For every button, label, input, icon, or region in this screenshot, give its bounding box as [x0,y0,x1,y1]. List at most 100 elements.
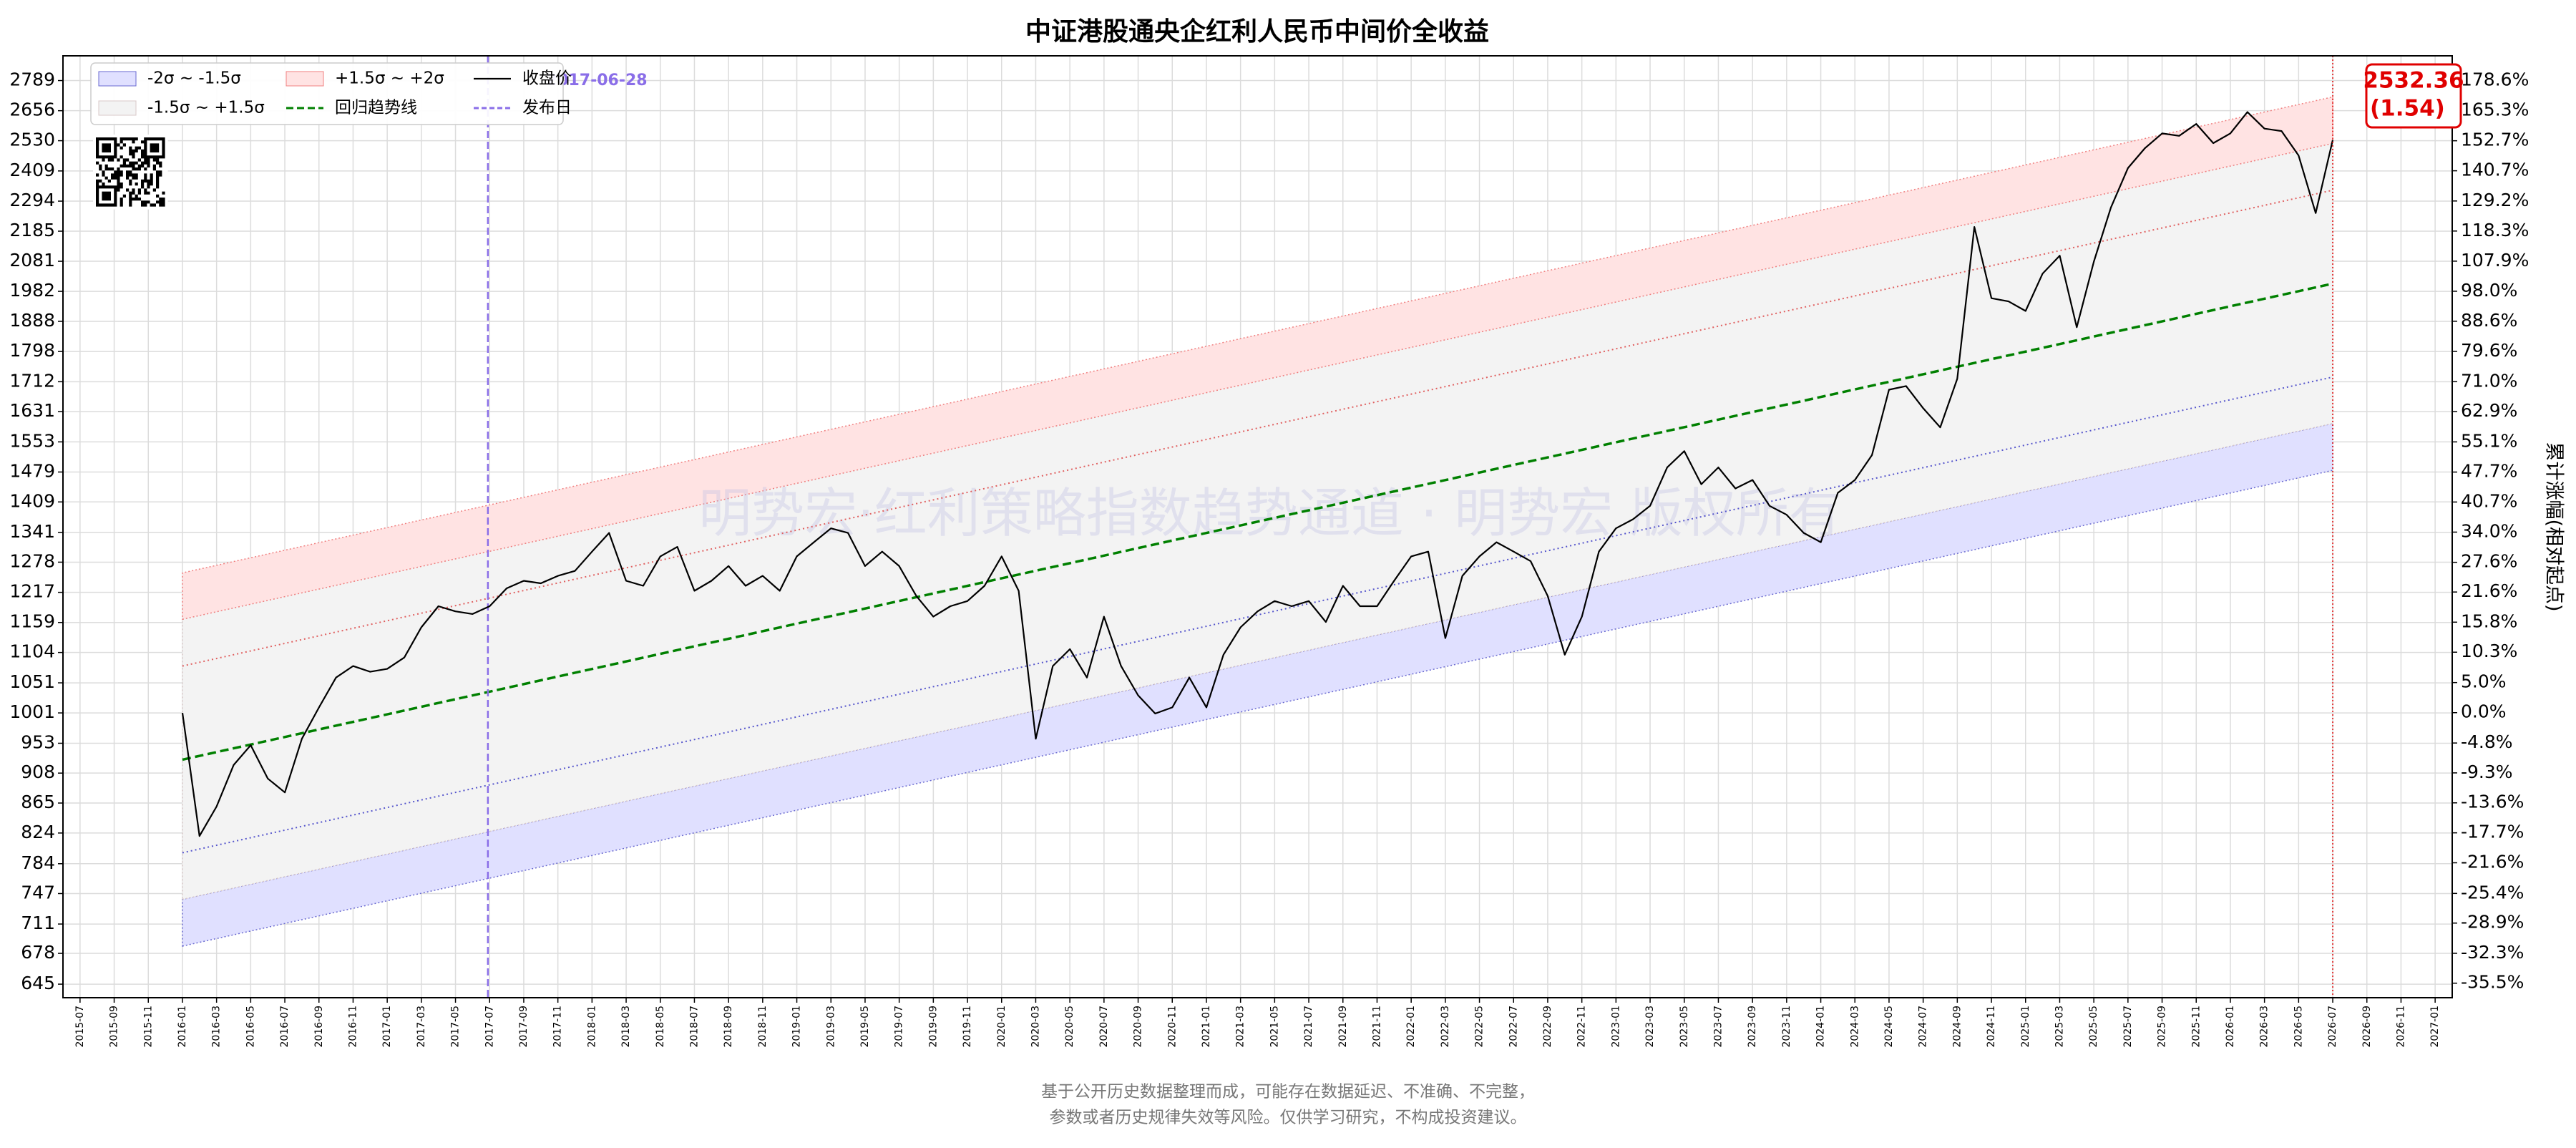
x-tick-label: 2023-09 [1747,1006,1758,1048]
y2-tick-label: -21.6% [2461,851,2524,872]
chart-title: 中证港股通央企红利人民币中间价全收益 [1025,16,1489,47]
x-tick-label: 2023-05 [1679,1006,1690,1048]
x-tick-label: 2021-11 [1371,1006,1382,1048]
x-tick-label: 2018-05 [655,1006,666,1048]
y-tick-label: 645 [21,973,55,993]
y-tick-label: 1104 [9,641,55,662]
legend-label: +1.5σ ~ +2σ [335,69,444,88]
legend-box [90,62,564,125]
y-tick-label: 1553 [9,430,55,451]
x-tick-label: 2022-05 [1474,1006,1485,1048]
x-tick-label: 2016-09 [313,1006,325,1048]
y-tick-label: 908 [21,762,55,782]
x-tick-label: 2022-11 [1576,1006,1588,1048]
x-tick-label: 2022-07 [1508,1006,1519,1048]
y-tick-label: 2789 [9,69,55,90]
legend-label: -2σ ~ -1.5σ [147,69,241,88]
last-value-box [2365,63,2462,129]
y2-tick-label: -13.6% [2461,792,2524,812]
x-tick-label: 2019-11 [962,1006,973,1048]
x-tick-label: 2021-03 [1235,1006,1246,1048]
y2-tick-label: -28.9% [2461,912,2524,933]
x-tick-label: 2026-07 [2327,1006,2338,1048]
legend-label: -1.5σ ~ +1.5σ [147,99,265,117]
y2-tick-label: 178.6% [2461,69,2529,90]
y2-tick-label: 27.6% [2461,551,2517,572]
x-tick-label: 2025-05 [2088,1006,2099,1048]
y2-tick-label: 152.7% [2461,130,2529,150]
y2-tick-label: 0.0% [2461,701,2507,722]
x-tick-label: 2018-01 [586,1006,597,1048]
y2-tick-label: -4.8% [2461,731,2513,752]
x-tick-label: 2026-01 [2225,1006,2236,1048]
y-tick-label: 1982 [9,280,55,301]
x-tick-label: 2024-05 [1883,1006,1895,1048]
y-tick-label: 1888 [9,310,55,331]
x-tick-label: 2021-07 [1303,1006,1314,1048]
x-tick-label: 2025-03 [2054,1006,2065,1048]
y-tick-label: 2409 [9,160,55,180]
legend-label: 收盘价 [522,69,572,88]
x-tick-label: 2020-05 [1064,1006,1075,1048]
y2-tick-label: 79.6% [2461,340,2517,361]
x-tick-label: 2016-05 [245,1006,256,1048]
x-tick-label: 2019-01 [791,1006,803,1048]
x-tick-label: 2016-03 [211,1006,223,1048]
last-sigma-label: (1.54) [2370,96,2445,122]
x-tick-label: 2023-01 [1610,1006,1621,1048]
y2-tick-label: -17.7% [2461,822,2524,842]
x-tick-label: 2017-11 [552,1006,564,1048]
footer-line: 基于公开历史数据整理而成，可能存在数据延迟、不准确、不完整， [1041,1083,1535,1101]
y-tick-label: 2185 [9,220,55,240]
x-tick-label: 2022-01 [1405,1006,1417,1048]
y-tick-label: 1341 [9,521,55,542]
y2-axis-label: 累计涨幅(相对起点) [2543,442,2565,611]
x-tick-label: 2017-01 [381,1006,393,1048]
y2-tick-label: 47.7% [2461,461,2517,482]
y-tick-label: 1479 [9,461,55,482]
y-tick-label: 1051 [9,671,55,692]
y2-tick-label: 165.3% [2461,99,2529,120]
y2-tick-label: 40.7% [2461,490,2517,511]
y2-tick-label: 15.8% [2461,611,2517,631]
x-tick-label: 2021-09 [1337,1006,1349,1048]
x-tick-label: 2024-11 [1986,1006,1997,1048]
x-tick-label: 2026-09 [2361,1006,2373,1048]
x-tick-label: 2024-09 [1951,1006,1963,1048]
x-tick-label: 2022-09 [1542,1006,1553,1048]
y-tick-label: 1409 [9,490,55,511]
y2-tick-label: 98.0% [2461,280,2517,301]
x-tick-label: 2019-03 [825,1006,836,1048]
x-tick-label: 2020-09 [1133,1006,1144,1048]
y2-tick-label: 62.9% [2461,400,2517,421]
x-tick-label: 2016-07 [279,1006,291,1048]
x-tick-label: 2022-03 [1440,1006,1451,1048]
y2-tick-label: 88.6% [2461,310,2517,331]
x-tick-label: 2024-01 [1815,1006,1827,1048]
y2-tick-label: 107.9% [2461,250,2529,271]
watermark: 明势宏·红利策略指数趋势通道 · 明势宏 版权所有 [698,483,1842,545]
y-tick-label: 1798 [9,340,55,361]
x-tick-label: 2026-03 [2259,1006,2270,1048]
x-tick-label: 2021-05 [1269,1006,1280,1048]
y-tick-label: 2656 [9,99,55,120]
legend-label: 回归趋势线 [335,99,417,117]
legend-swatch [98,71,137,87]
price-line [181,111,2334,837]
legend-swatch [286,71,324,87]
x-tick-label: 2025-11 [2190,1006,2202,1048]
x-tick-label: 2019-09 [927,1006,939,1048]
x-tick-label: 2017-09 [518,1006,530,1048]
y2-tick-label: 34.0% [2461,520,2517,541]
y-tick-label: 1712 [9,370,55,391]
x-tick-label: 2019-07 [894,1006,905,1048]
x-tick-label: 2023-03 [1644,1006,1656,1048]
y2-tick-label: -32.3% [2461,942,2524,963]
legend: -2σ ~ -1.5σ -1.5σ ~ +1.5σ +1.5σ ~ +2σ 回归趋势线… [90,62,572,125]
sigma-band [182,96,2333,621]
x-tick-label: 2016-11 [347,1006,358,1048]
y-tick-label: 747 [21,882,55,903]
